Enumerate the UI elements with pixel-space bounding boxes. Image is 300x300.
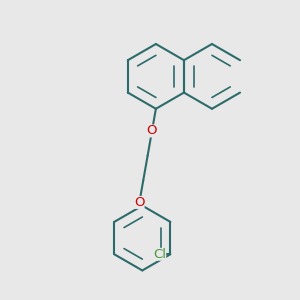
Text: O: O (147, 124, 157, 137)
Text: Cl: Cl (153, 248, 166, 261)
Text: O: O (134, 196, 145, 209)
